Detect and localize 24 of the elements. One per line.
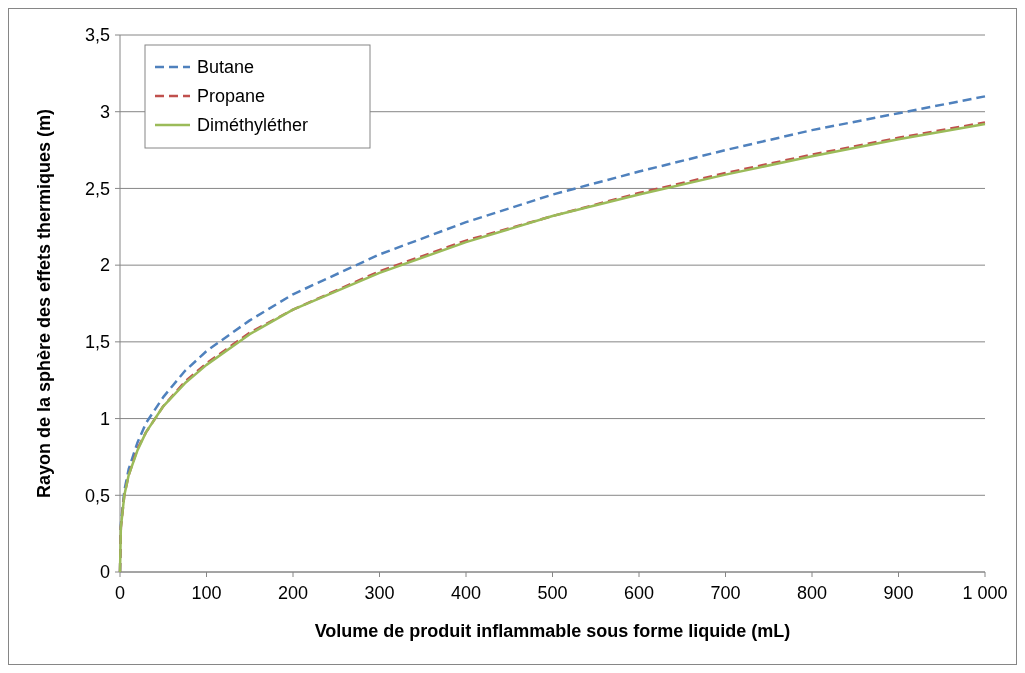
- x-tick-label: 600: [623, 583, 655, 603]
- x-tick-label: 800: [796, 583, 828, 603]
- x-tick-label: 400: [450, 583, 482, 603]
- y-tick-label: 1: [99, 408, 110, 429]
- x-tick-label: 700: [710, 583, 741, 603]
- y-tick-label: 3,5: [84, 25, 110, 46]
- y-tick-label: 2: [99, 255, 110, 276]
- x-tick-label: 900: [883, 583, 914, 603]
- legend-label: Butane: [197, 57, 255, 78]
- legend-label: Propane: [197, 86, 266, 107]
- y-axis-title: Rayon de la sphère des effets thermiques (m): [34, 108, 54, 499]
- legend-label: Diméthyléther: [197, 115, 309, 136]
- x-tick-label: 0: [114, 583, 126, 603]
- y-tick-label: 0: [99, 562, 110, 583]
- y-tick-label: 0,5: [84, 485, 110, 506]
- x-axis-title: Volume de produit inflammable sous forme liquide (mL): [314, 621, 791, 641]
- x-tick-label: 300: [364, 583, 395, 603]
- y-tick-label: 2,5: [84, 178, 110, 199]
- y-tick-label: 3: [99, 102, 110, 123]
- x-tick-label: 1 000: [962, 583, 1008, 603]
- x-tick-label: 100: [191, 583, 222, 603]
- x-tick-label: 500: [537, 583, 568, 603]
- y-tick-label: 1,5: [84, 332, 110, 353]
- x-tick-label: 200: [277, 583, 309, 603]
